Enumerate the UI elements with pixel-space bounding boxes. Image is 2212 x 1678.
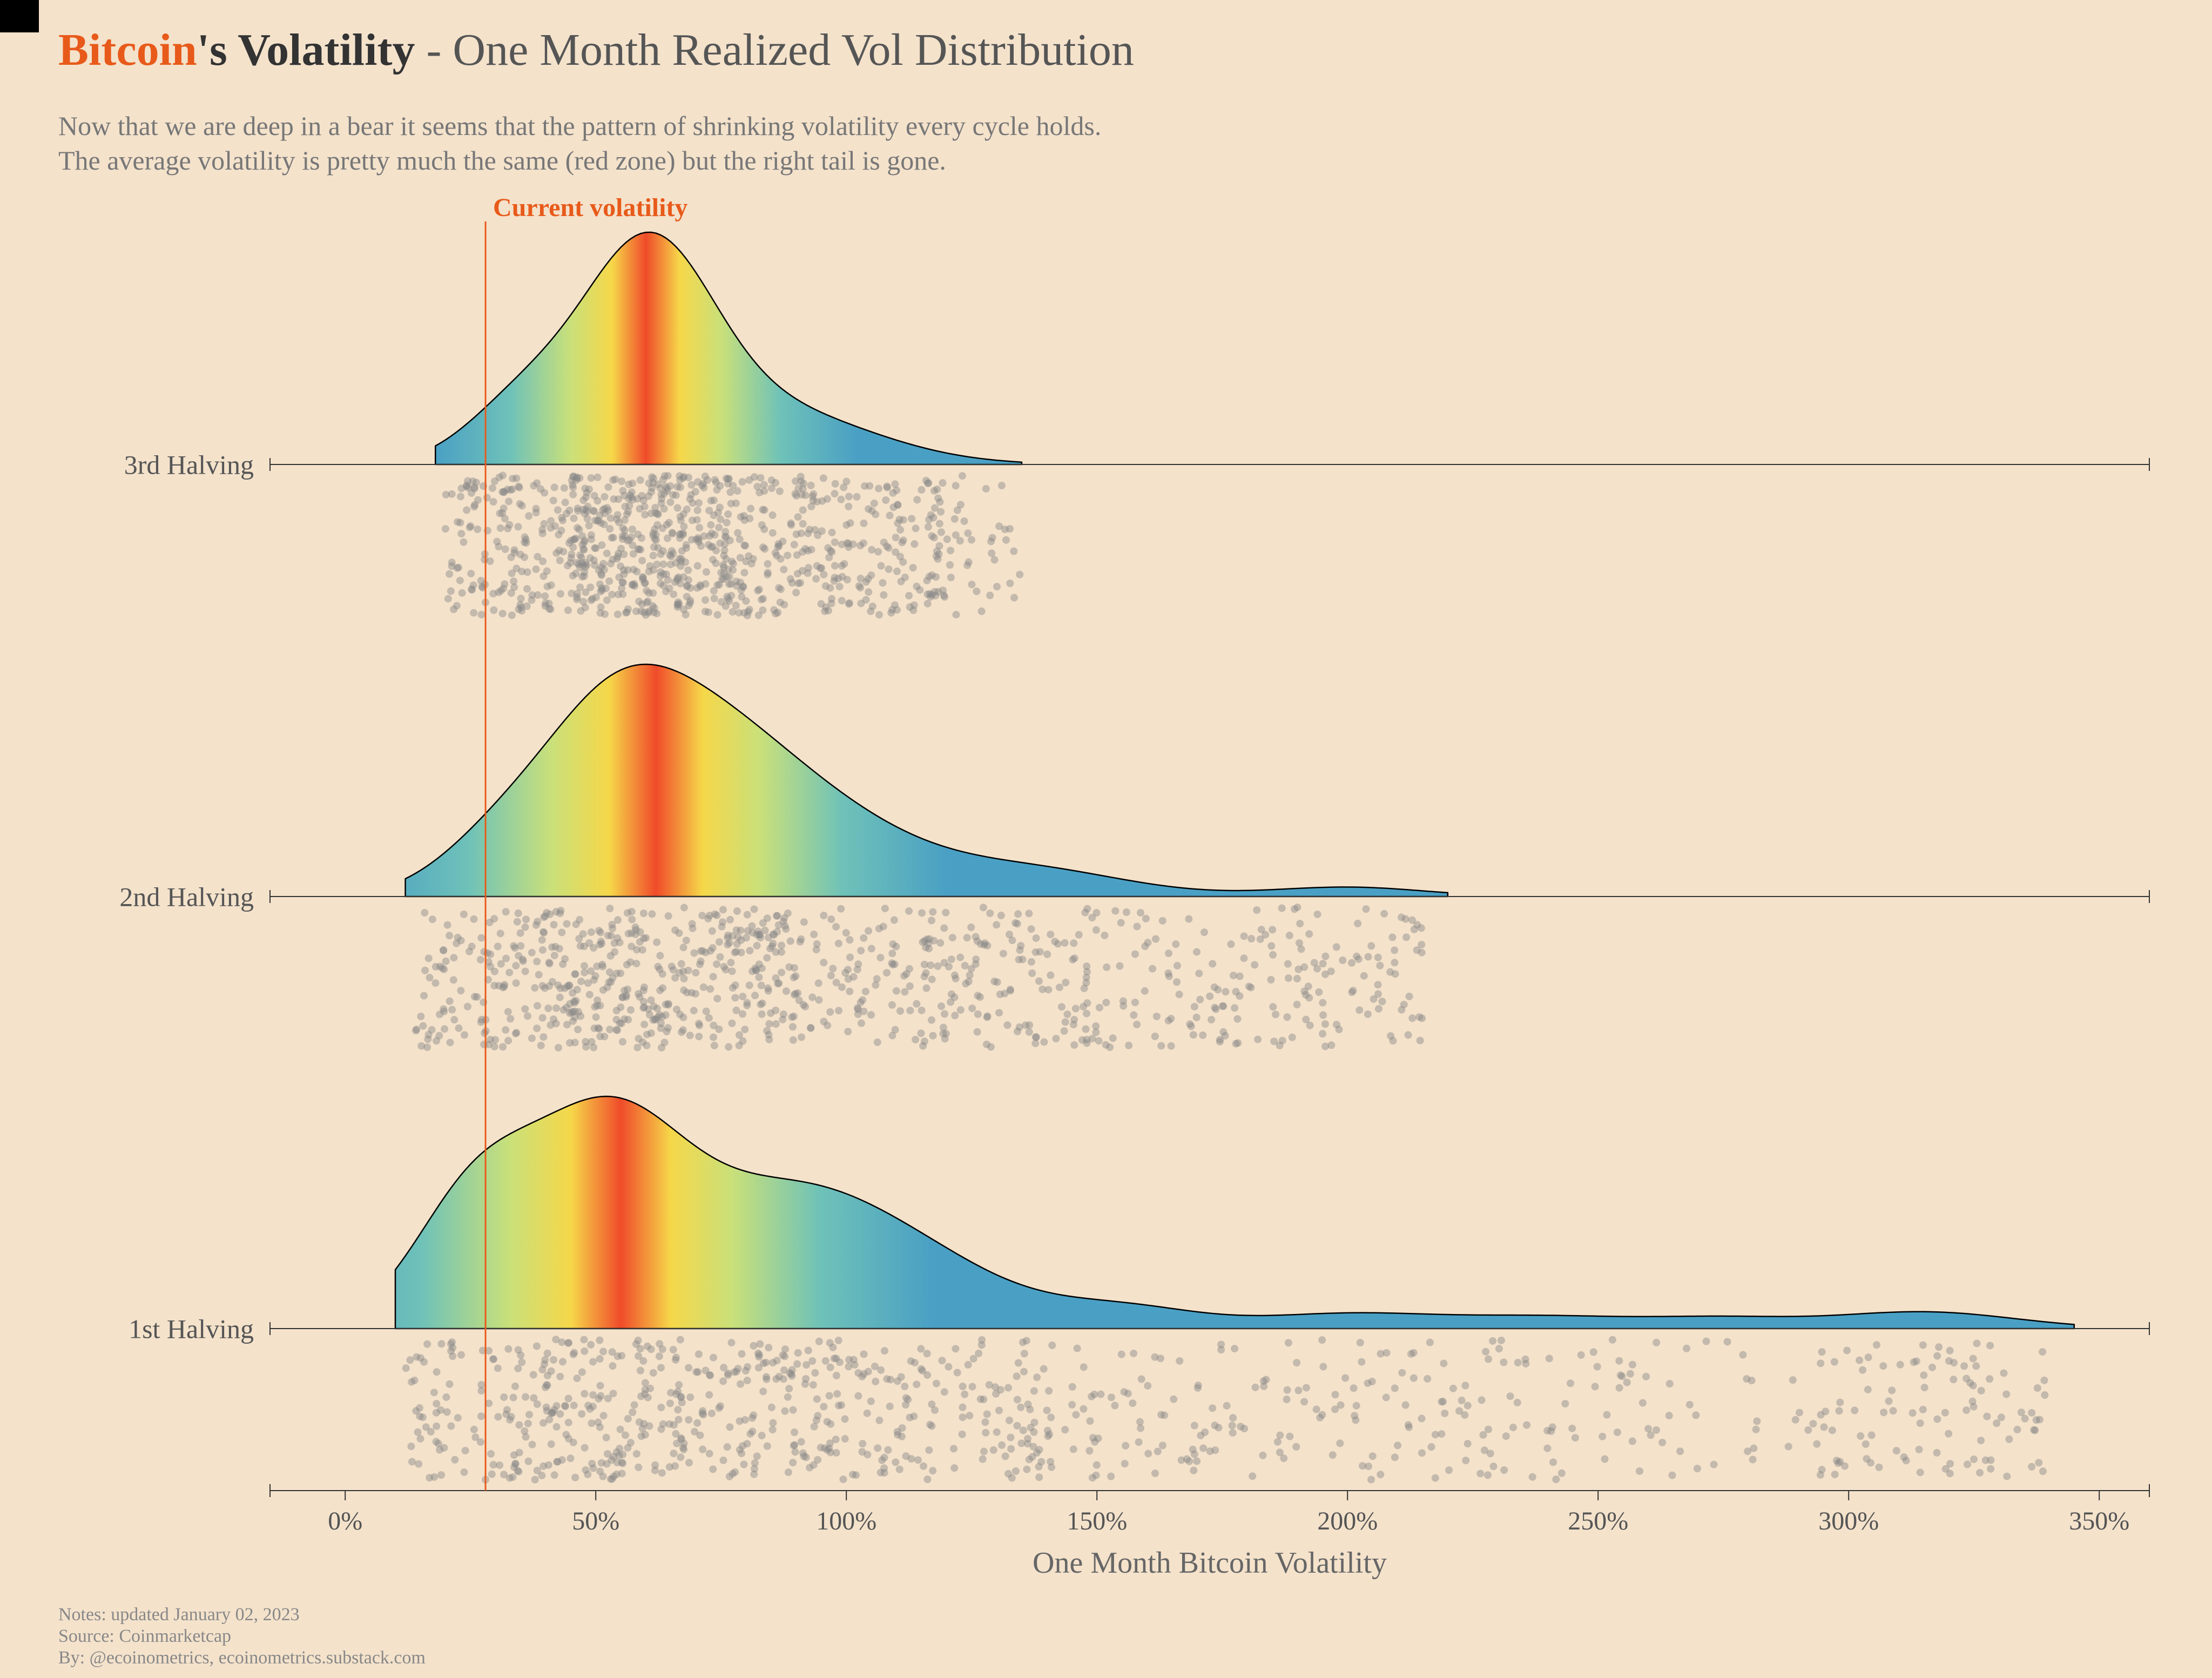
corner-mark: [0, 0, 39, 32]
x-tick-label-4: 200%: [1317, 1507, 1378, 1535]
x-axis-label: One Month Bitcoin Volatility: [1033, 1546, 1387, 1580]
footer-line-3: By: @ecoinometrics, ecoinometrics.substa…: [58, 1648, 426, 1668]
footer-line-2: Source: Coinmarketcap: [58, 1626, 231, 1646]
row-label-2: 2nd Halving: [119, 881, 254, 912]
row-label-3: 1st Halving: [129, 1313, 254, 1344]
x-tick-label-2: 100%: [816, 1507, 876, 1535]
x-tick-label-6: 300%: [1818, 1507, 1879, 1535]
x-tick-label-3: 150%: [1067, 1507, 1127, 1535]
x-tick-label-0: 0%: [328, 1507, 362, 1535]
current-volatility-label: Current volatility: [493, 193, 687, 222]
x-tick-label-1: 50%: [572, 1507, 619, 1535]
chart-subtitle-line-1: Now that we are deep in a bear it seems …: [58, 111, 1101, 141]
chart-title: Bitcoin's Volatility - One Month Realize…: [58, 25, 1134, 75]
footer-line-1: Notes: updated January 02, 2023: [58, 1605, 300, 1625]
x-tick-label-7: 350%: [2069, 1507, 2129, 1535]
row-label-1: 3rd Halving: [124, 449, 254, 480]
chart-background: [0, 0, 2212, 1678]
chart-subtitle-line-2: The average volatility is pretty much th…: [58, 145, 946, 176]
x-tick-label-5: 250%: [1568, 1507, 1628, 1535]
volatility-chart: Bitcoin's Volatility - One Month Realize…: [0, 0, 2212, 1678]
